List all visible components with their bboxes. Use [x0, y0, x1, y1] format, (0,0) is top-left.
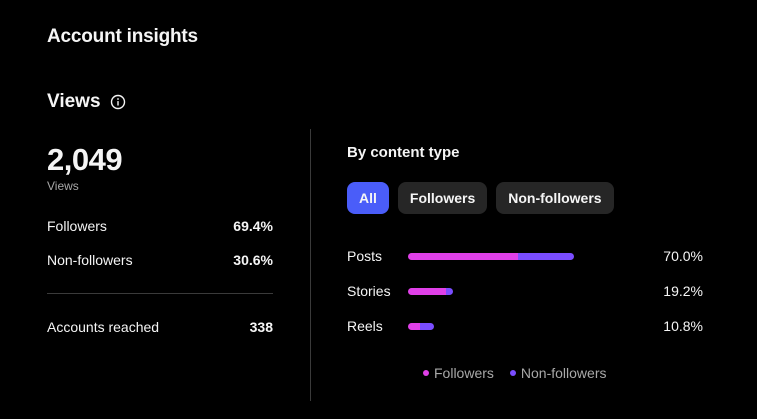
bar-track: [408, 322, 628, 330]
stat-label: Followers: [47, 218, 107, 234]
stat-value: 30.6%: [233, 252, 273, 268]
content-type-title: By content type: [347, 144, 460, 161]
stat-row-non-followers: Non-followers 30.6%: [47, 252, 273, 268]
bar-label: Stories: [347, 283, 391, 299]
views-header: Views: [47, 91, 126, 113]
bar-fill: [408, 252, 574, 260]
bar-label: Reels: [347, 318, 383, 334]
bar-percent: 10.8%: [663, 318, 703, 334]
bar-percent: 19.2%: [663, 283, 703, 299]
bar-percent: 70.0%: [663, 248, 703, 264]
bar-segment-non-followers: [518, 252, 574, 260]
legend-label: Non-followers: [520, 365, 607, 381]
bar-track: [408, 287, 628, 295]
tab-followers[interactable]: Followers: [397, 182, 488, 214]
content-type-tabs: All Followers Non-followers: [347, 182, 614, 214]
bar-segment-followers: [408, 322, 420, 330]
stat-value: 338: [249, 319, 273, 335]
views-total: 2,049: [47, 142, 123, 177]
stat-label: Non-followers: [47, 252, 133, 268]
legend-label: Followers: [434, 365, 494, 381]
bar-row-posts: Posts 70.0%: [347, 247, 703, 265]
legend-dot: [423, 370, 429, 376]
bar-fill: [408, 287, 453, 295]
tab-non-followers[interactable]: Non-followers: [496, 182, 614, 214]
tab-all[interactable]: All: [347, 182, 389, 214]
views-total-label: Views: [47, 179, 79, 193]
bar-segment-followers: [408, 287, 446, 295]
legend-item-followers: Followers: [423, 365, 494, 381]
bar-segment-followers: [408, 252, 518, 260]
bar-segment-non-followers: [420, 322, 434, 330]
bar-segment-non-followers: [446, 287, 453, 295]
bar-fill: [408, 322, 434, 330]
page-title: Account insights: [47, 26, 198, 47]
bar-row-reels: Reels 10.8%: [347, 317, 703, 335]
stat-label: Accounts reached: [47, 319, 160, 335]
bar-track: [408, 252, 628, 260]
column-divider: [310, 129, 311, 401]
bar-row-stories: Stories 19.2%: [347, 282, 703, 300]
legend-dot: [509, 370, 516, 376]
stat-row-followers: Followers 69.4%: [47, 218, 273, 234]
legend-item-non-followers: Non-followers: [509, 365, 607, 381]
stat-row-accounts-reached: Accounts reached 338: [47, 319, 273, 335]
divider: [47, 293, 273, 294]
stat-value: 69.4%: [233, 218, 273, 234]
views-title: Views: [47, 91, 101, 112]
chart-legend: Followers Non-followers: [423, 365, 607, 381]
bar-label: Posts: [347, 248, 383, 264]
info-icon[interactable]: [110, 94, 126, 110]
